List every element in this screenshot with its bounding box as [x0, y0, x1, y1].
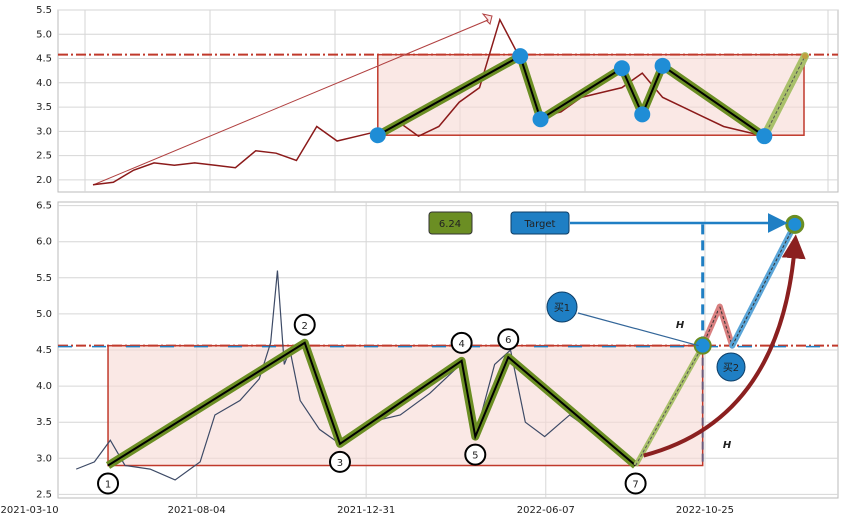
pattern-label: 4 [458, 339, 464, 350]
projection-core [719, 306, 733, 346]
label-circle [497, 328, 520, 351]
value-box [428, 211, 473, 235]
y-tick-label: 2.0 [36, 175, 52, 186]
height-label: H [723, 440, 732, 451]
x-tick-label: 2022-06-07 [517, 505, 575, 516]
pattern-core [377, 55, 521, 137]
pattern-label: 5 [472, 451, 478, 462]
buy1-point [693, 336, 712, 355]
pattern-core [107, 341, 637, 467]
pattern-point [613, 60, 630, 77]
pattern-core [540, 67, 623, 121]
pattern-label: 7 [632, 480, 638, 491]
y-tick-label: 6.5 [36, 201, 52, 212]
curved-arrow [643, 234, 806, 458]
x-tick-label: 2021-08-04 [168, 505, 226, 516]
buy2-label: 买2 [723, 362, 739, 374]
y-tick-label: 3.0 [36, 126, 52, 137]
buy1-label: 买1 [554, 302, 570, 314]
label-circle [293, 313, 316, 336]
y-tick-label: 2.5 [36, 151, 52, 162]
pattern-point [512, 48, 529, 65]
pattern-point [756, 128, 773, 145]
buy1-bubble [546, 291, 578, 323]
x-tick-label: 2021-03-10 [1, 505, 59, 516]
pattern-label: 3 [337, 458, 343, 469]
projection-core [731, 224, 796, 346]
pattern-label: 2 [302, 321, 308, 332]
target-point [785, 214, 805, 234]
pattern-point [532, 111, 549, 128]
y-tick-label: 3.5 [36, 102, 52, 113]
pattern-point [634, 106, 651, 123]
pattern-end [802, 53, 808, 60]
y-tick-label: 5.5 [36, 273, 52, 284]
target-box [510, 211, 570, 235]
y-tick-label: 4.5 [36, 345, 52, 356]
y-tick-label: 5.0 [36, 309, 52, 320]
pattern-core [519, 55, 542, 120]
breakout-core [635, 345, 704, 466]
pattern-label: 1 [105, 480, 111, 491]
y-tick-label: 5.5 [36, 5, 52, 16]
label-circle [97, 472, 120, 495]
y-tick-label: 2.5 [36, 489, 52, 500]
y-tick-label: 4.0 [36, 381, 52, 392]
label-circle [328, 450, 351, 473]
x-tick-label: 2022-10-25 [676, 505, 734, 516]
pattern-point [654, 57, 671, 74]
x-tick-label: 2021-12-31 [337, 505, 395, 516]
pattern-core [662, 64, 765, 138]
pattern-core [641, 65, 664, 115]
pattern-label: 6 [505, 335, 511, 346]
pattern-core [620, 67, 644, 115]
trend-arrow [92, 13, 493, 186]
target-label: Target [524, 219, 556, 230]
y-tick-label: 4.5 [36, 54, 52, 65]
pattern-segment [760, 52, 809, 141]
height-label: H [676, 320, 685, 331]
y-tick-label: 3.0 [36, 453, 52, 464]
label-circle [450, 331, 473, 354]
y-tick-label: 5.0 [36, 29, 52, 40]
y-tick-label: 3.5 [36, 417, 52, 428]
buy2-bubble [716, 352, 746, 382]
price-line [75, 270, 631, 481]
label-circle [624, 472, 647, 495]
target-value-label: 6.24 [439, 219, 461, 230]
pattern-point [369, 127, 386, 144]
buy1-pointer [577, 312, 699, 347]
y-tick-label: 6.0 [36, 237, 52, 248]
price-line [92, 17, 806, 186]
label-circle [464, 443, 487, 466]
y-tick-label: 4.0 [36, 78, 52, 89]
